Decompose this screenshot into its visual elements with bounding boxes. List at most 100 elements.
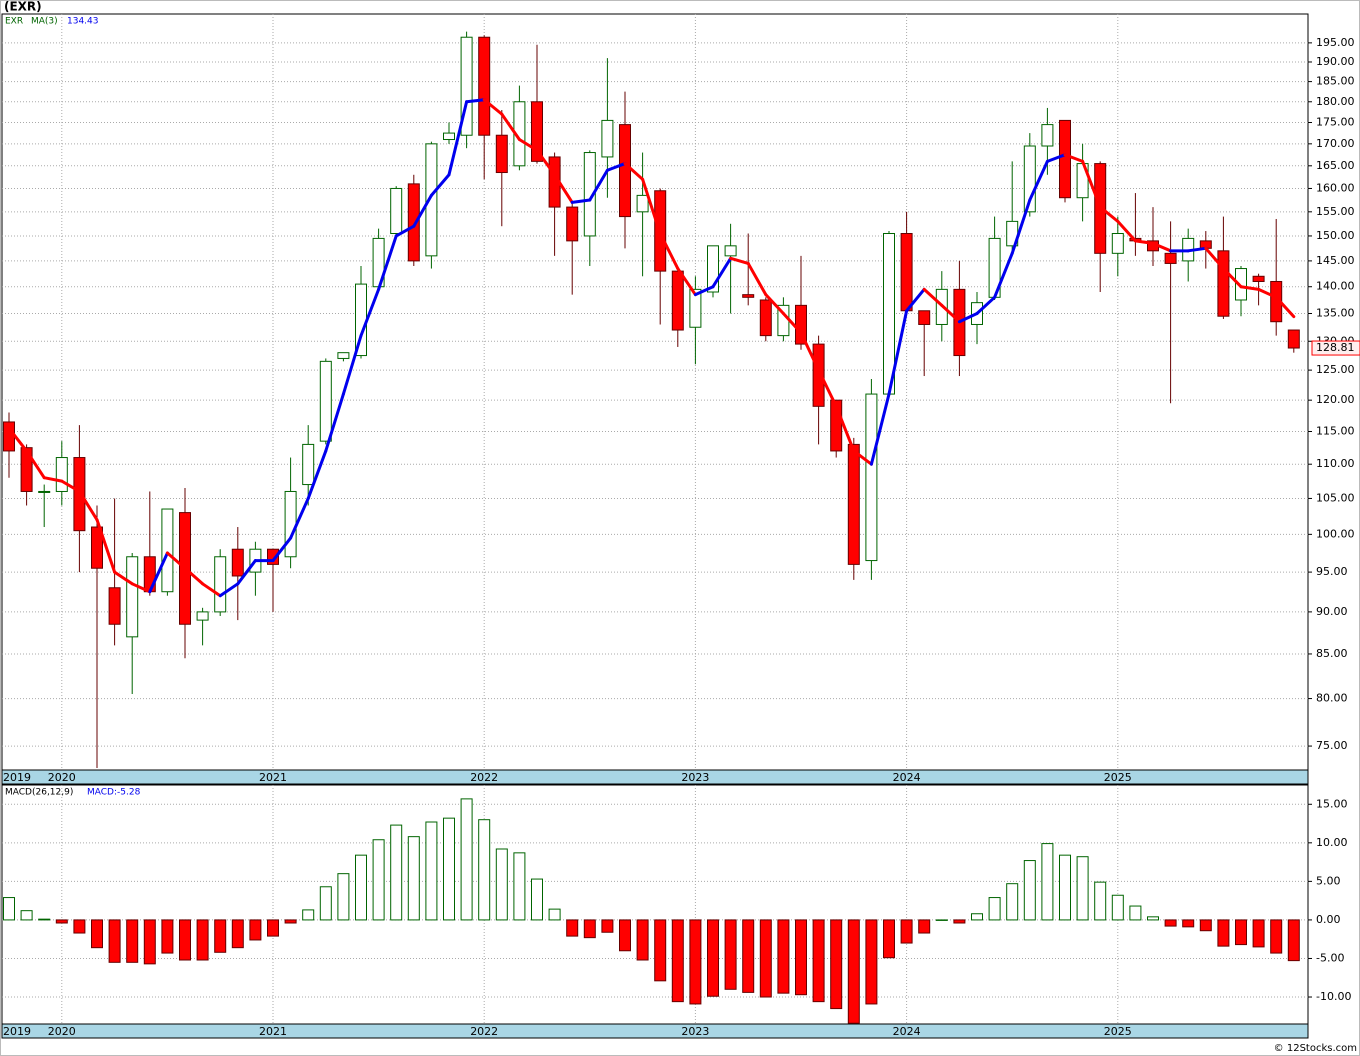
macd-bar [495,848,508,921]
ma-segment [570,198,592,204]
candle-body [812,343,825,407]
candle-body [443,132,455,141]
ma-segment [95,518,117,574]
y-tick-label: 160.00 [1316,181,1355,194]
macd-bar [1006,883,1019,921]
macd-bar [1270,919,1283,954]
ma-segment [1274,295,1296,319]
candle-body [900,232,913,312]
ma-segment [1204,246,1225,271]
ma-segment [588,168,609,202]
candle-body [3,421,15,452]
macd-bar [231,919,244,949]
x-tick-label: 2019 [3,771,31,784]
macd-bar [1023,860,1036,921]
y-tick-label: 85.00 [1316,647,1348,660]
ma-segment [975,295,997,315]
y-tick-label: 95.00 [1316,565,1348,578]
y-tick-label: 110.00 [1316,457,1355,470]
macd-bar [619,919,631,952]
macd-bar [337,873,350,921]
x-tick-label: 2021 [259,771,287,784]
ma-segment [1028,159,1049,202]
y-tick-label: -5.00 [1316,951,1344,964]
macd-bar [900,919,913,944]
y-tick-label: 175.00 [1316,116,1355,129]
candle-body [478,36,491,136]
x-tick-label: 2019 [3,1025,31,1038]
macd-bar [1111,894,1124,921]
panel-frame [1,13,1309,771]
ma-segment [1010,198,1032,255]
candle-body [460,36,473,136]
macd-bar [1235,919,1247,946]
macd-bar [478,819,491,921]
macd-bar [742,919,755,993]
macd-bar [847,919,860,1024]
ma-segment [218,582,240,598]
chart-title: (EXR) [4,0,42,14]
macd-bar [1147,916,1159,921]
ma-segment [482,98,504,116]
ma-segment [957,311,979,324]
ma-segment [887,309,909,396]
y-tick-label: 170.00 [1316,137,1355,150]
ma-segment [113,570,134,586]
candle-body [707,245,719,293]
ma-segment [394,224,416,238]
macd-bar [407,836,420,921]
x-tick-label: 2022 [470,771,498,784]
ma-segment [289,496,310,540]
y-tick-label: 155.00 [1316,205,1355,218]
ma-segment [1081,159,1102,209]
macd-bar [953,919,966,924]
candle-body [302,443,315,486]
macd-bar [548,908,561,921]
macd-bar [865,919,878,1005]
ma-segment [77,489,99,522]
candle-body [196,611,209,621]
ma-segment [711,256,733,289]
ma-segment [799,331,821,372]
macd-bar [583,919,596,939]
x-tick-label: 2020 [48,771,76,784]
macd-bar [1287,919,1300,962]
candle-body [38,490,51,493]
y-tick-label: 115.00 [1316,424,1355,437]
y-tick-label: 5.00 [1316,874,1341,887]
macd-bar [566,919,579,937]
candle-body [1023,145,1036,213]
x-tick-label: 2023 [681,1025,709,1038]
candle-body [20,447,33,492]
macd-bar [1164,919,1177,927]
x-tick-label: 2025 [1104,771,1132,784]
macd-bar [3,897,15,921]
y-tick-label: 10.00 [1316,836,1348,849]
panel-frame [1,784,1309,1025]
ma-segment [377,234,398,291]
ma-segment [852,449,873,466]
macd-bar [460,798,473,921]
candle-body [161,508,174,593]
macd-bar [73,919,86,934]
candle-body [759,299,772,337]
candle-body [583,152,596,237]
macd-bar [988,897,1001,921]
candle-body [566,206,579,242]
y-tick-label: 140.00 [1316,280,1355,293]
ma-segment [183,566,205,586]
candle-body [1235,268,1247,301]
candle-body [495,134,508,174]
candle-body [1059,119,1071,199]
ma-segment [535,148,557,177]
macd-bar [654,919,667,982]
candle-body [337,352,350,359]
legend-value: 134.43 [67,17,99,27]
ma-segment [940,303,961,324]
macd-bar [214,919,227,953]
ma-segment [517,138,539,152]
candle-body [689,288,702,328]
ma-segment [746,261,768,297]
ma-segment [236,559,257,586]
ma-segment [130,582,152,594]
